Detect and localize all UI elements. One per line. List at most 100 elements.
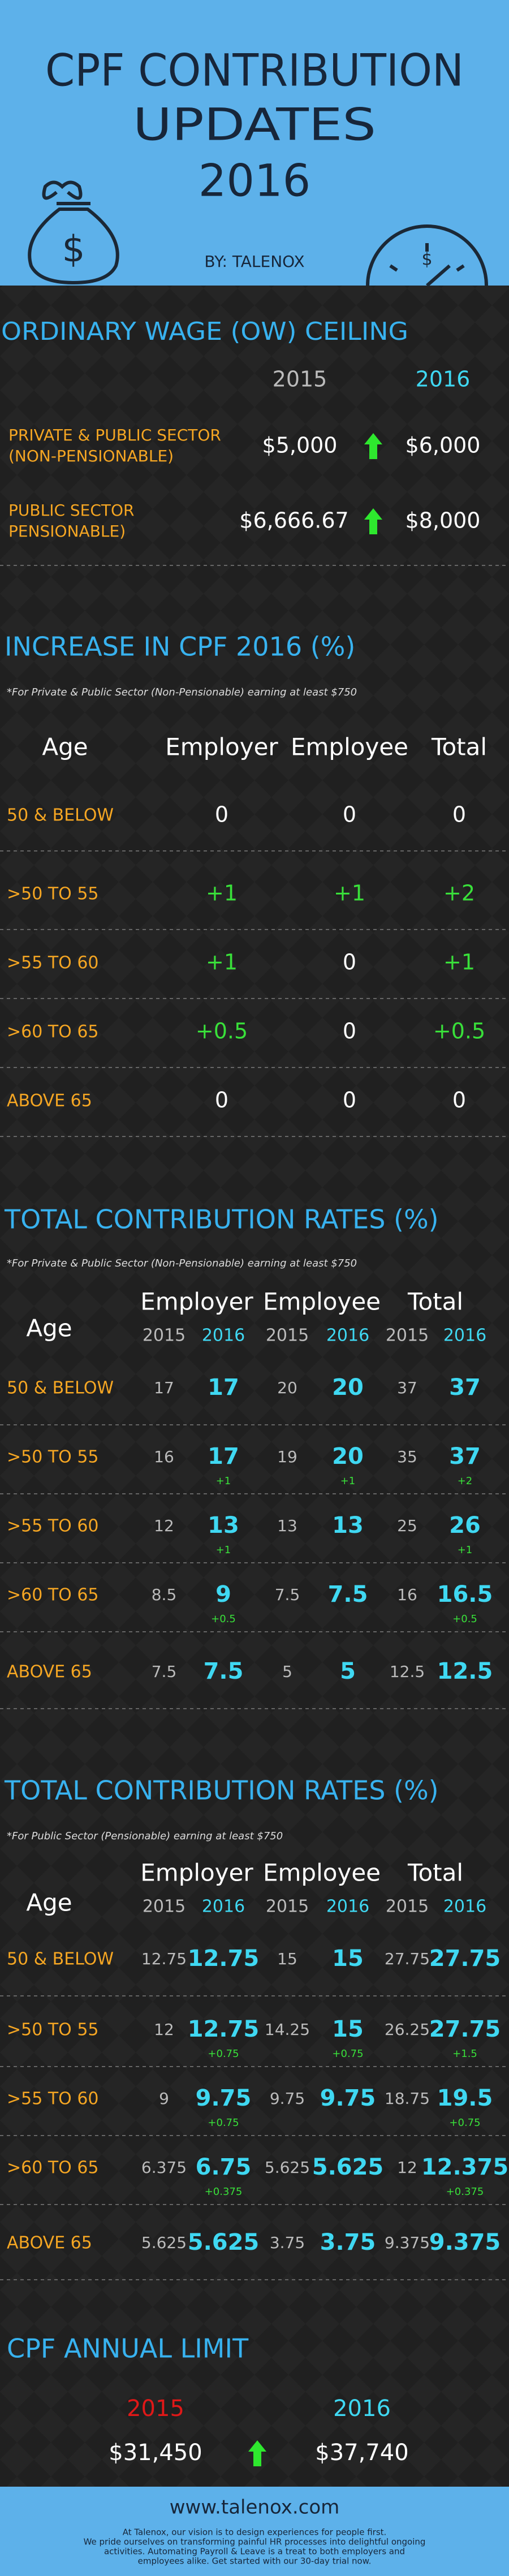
- rate-2016: 19.5: [437, 2085, 493, 2111]
- column-header: Employee: [291, 733, 408, 761]
- header-title: CPF CONTRIBUTION: [45, 45, 464, 96]
- delta: +1: [216, 1544, 231, 1556]
- rate-2015: 15: [277, 1950, 297, 1968]
- rate-2015: 18.75: [385, 2089, 430, 2108]
- svg-text:$: $: [421, 250, 432, 270]
- rate-2015: 20: [277, 1378, 297, 1397]
- delta: +0.75: [208, 2117, 239, 2129]
- age-label: >50 TO 55: [7, 2020, 99, 2040]
- year-2016: 2016: [333, 2396, 391, 2422]
- age-label: 50 & BELOW: [7, 1378, 114, 1398]
- section-title: INCREASE IN CPF 2016 (%): [5, 632, 355, 662]
- rate-2016: 9: [215, 1581, 231, 1607]
- age-label: >60 TO 65: [7, 1585, 99, 1605]
- rate-2016: 20: [332, 1443, 364, 1469]
- group-header: Total: [407, 1288, 463, 1316]
- cell: +2: [443, 881, 475, 906]
- header-band: [0, 0, 509, 286]
- year-header: 2016: [326, 1326, 369, 1346]
- cell: 0: [215, 802, 228, 827]
- svg-text:$: $: [62, 229, 85, 271]
- rate-2016: 15: [332, 2016, 364, 2042]
- note: *For Public Sector (Pensionable) earning…: [7, 1830, 283, 1842]
- group-header: Total: [407, 1859, 463, 1887]
- delta: +1: [458, 1544, 473, 1556]
- age-label: ABOVE 65: [7, 1091, 92, 1111]
- rate-2015: 3.75: [270, 2233, 305, 2252]
- delta: +0.75: [449, 2117, 480, 2129]
- rate-2015: 17: [154, 1378, 174, 1397]
- year-header: 2015: [266, 1897, 309, 1917]
- footer-text: activities. Automating Payroll & Leave i…: [104, 2547, 405, 2557]
- rate-2016: 7.5: [328, 1581, 368, 1607]
- section-title: CPF ANNUAL LIMIT: [7, 2333, 249, 2364]
- rate-2015: 5: [282, 1662, 292, 1681]
- cell: +1: [206, 881, 238, 906]
- section-title: ORDINARY WAGE (OW) CEILING: [1, 317, 408, 346]
- rate-2015: 13: [277, 1516, 297, 1535]
- delta: +1: [340, 1475, 356, 1487]
- age-label: >55 TO 60: [7, 953, 99, 973]
- year-header: 2016: [202, 1326, 245, 1346]
- rate-2015: 16: [154, 1447, 174, 1466]
- cell: 0: [343, 802, 356, 827]
- year-2015: 2015: [127, 2396, 184, 2422]
- rate-2016: 26: [449, 1512, 481, 1538]
- year-header: 2015: [266, 1326, 309, 1346]
- rate-2015: 9.75: [270, 2089, 305, 2108]
- column-header: Employer: [165, 733, 278, 761]
- delta: +2: [458, 1475, 473, 1487]
- money-bag-icon: $: [28, 180, 119, 285]
- rate-2016: 17: [208, 1375, 239, 1401]
- rate-2015: 12: [154, 1516, 174, 1535]
- year-header: 2015: [143, 1897, 186, 1917]
- header-title: UPDATES: [133, 100, 376, 150]
- year-header: 2015: [143, 1326, 186, 1346]
- age-label: >60 TO 65: [7, 2158, 99, 2178]
- cell: +1: [206, 950, 238, 975]
- rate-2015: 14.25: [265, 2020, 310, 2039]
- up-arrow: [364, 508, 382, 534]
- year-header: 2016: [443, 1897, 486, 1917]
- delta: +0.75: [332, 2048, 363, 2060]
- rate-2015: 12.75: [141, 1950, 187, 1968]
- rate-2016: 27.75: [429, 1946, 501, 1972]
- row-label: (NON-PENSIONABLE): [8, 447, 174, 465]
- footer-text: At Talenox, our vision is to design expe…: [123, 2527, 387, 2538]
- to-value: $6,000: [406, 433, 481, 458]
- age-header: Age: [26, 1889, 72, 1917]
- rate-2016: 5.625: [188, 2229, 260, 2255]
- delta: +0.5: [452, 1613, 477, 1625]
- to-value: $8,000: [406, 508, 481, 533]
- rate-2015: 16: [397, 1585, 417, 1604]
- column-header: Total: [431, 733, 487, 761]
- year-header: 2016: [326, 1897, 369, 1917]
- rate-2016: 13: [332, 1512, 364, 1538]
- year-header: 2015: [386, 1326, 429, 1346]
- rate-2015: 5.625: [265, 2158, 310, 2177]
- year-header: 2016: [202, 1897, 245, 1917]
- note: *For Private & Public Sector (Non-Pensio…: [7, 686, 357, 698]
- cell: 0: [452, 802, 466, 827]
- footer-text: We pride ourselves on transforming painf…: [84, 2537, 426, 2547]
- row-label: PUBLIC SECTOR: [8, 501, 135, 520]
- rate-2016: 9.75: [196, 2085, 252, 2111]
- footer-url: www.talenox.com: [170, 2496, 340, 2519]
- rate-2015: 7.5: [275, 1585, 300, 1604]
- limit-value: $37,740: [315, 2440, 408, 2466]
- rate-2016: 5.625: [312, 2154, 384, 2180]
- cell: 0: [215, 1088, 228, 1113]
- rate-2016: 15: [332, 1946, 364, 1972]
- rate-2015: 6.375: [141, 2158, 187, 2177]
- rate-2016: 13: [208, 1512, 239, 1538]
- group-header: Employer: [140, 1859, 253, 1887]
- row-label: PRIVATE & PUBLIC SECTOR: [8, 426, 221, 444]
- age-label: 50 & BELOW: [7, 806, 114, 825]
- age-header: Age: [26, 1315, 72, 1342]
- year-2015: 2015: [273, 367, 327, 392]
- rate-2016: 17: [208, 1443, 239, 1469]
- up-arrow: [364, 433, 382, 459]
- rate-2016: 37: [449, 1375, 481, 1401]
- age-label: >55 TO 60: [7, 1516, 99, 1536]
